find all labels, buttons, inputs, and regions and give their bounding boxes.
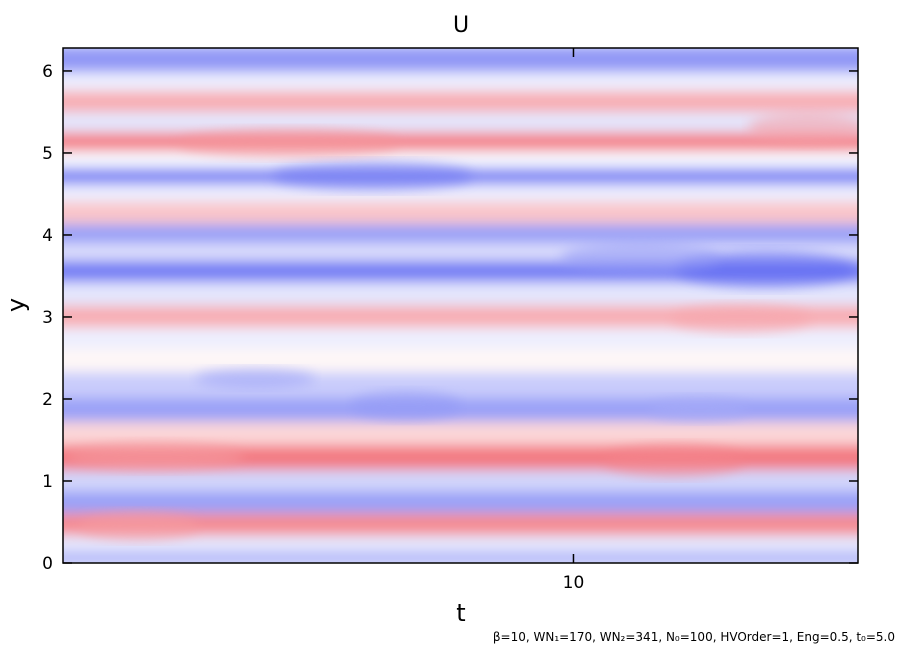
heatmap-band bbox=[63, 487, 858, 514]
parameter-footnote: β=10, WN₁=170, WN₂=341, N₀=100, HVOrder=… bbox=[493, 630, 895, 644]
plot-frame bbox=[62, 47, 859, 564]
y-tick-label: 6 bbox=[42, 62, 53, 82]
heatmap-band bbox=[63, 368, 858, 398]
chart-title: U bbox=[453, 13, 469, 38]
y-axis-ticks: 0 1 2 3 4 5 6 bbox=[42, 62, 858, 574]
x-tick-label: 10 bbox=[563, 573, 585, 593]
y-axis-label: y bbox=[2, 298, 30, 312]
heatmap-band bbox=[63, 417, 858, 446]
heatmap-spot bbox=[560, 241, 721, 274]
heatmap-spot bbox=[78, 512, 199, 541]
heatmap-spot bbox=[351, 391, 462, 420]
heatmap-band bbox=[63, 198, 858, 224]
y-tick-label: 0 bbox=[42, 554, 53, 574]
heatmap-spot bbox=[603, 444, 744, 477]
heatmap-band bbox=[63, 180, 858, 203]
heatmap-spot bbox=[272, 161, 473, 190]
heatmap-spot bbox=[649, 396, 749, 421]
x-axis-ticks: 10 bbox=[563, 48, 585, 593]
heatmap-band bbox=[63, 107, 858, 133]
heatmap-band bbox=[63, 68, 858, 92]
heatmap-spot bbox=[195, 368, 316, 389]
heatmap-spot bbox=[65, 442, 246, 471]
y-tick-label: 2 bbox=[42, 390, 53, 410]
heatmap-band bbox=[63, 48, 858, 73]
heatmap-band bbox=[63, 531, 858, 553]
heatmap-band bbox=[63, 219, 858, 244]
x-axis-label: t bbox=[456, 599, 465, 627]
heatmap-band bbox=[63, 344, 858, 373]
heatmap-spot bbox=[675, 251, 856, 288]
y-tick-label: 5 bbox=[42, 144, 53, 164]
y-tick-label: 1 bbox=[42, 472, 53, 492]
heatmap-spot bbox=[178, 129, 399, 158]
y-tick-label: 4 bbox=[42, 226, 53, 246]
heatmap-blobs bbox=[65, 112, 858, 541]
y-tick-label: 3 bbox=[42, 308, 53, 328]
heatmap-spot bbox=[747, 112, 858, 145]
heatmap-spot bbox=[670, 304, 811, 333]
heatmap-band bbox=[63, 87, 858, 112]
